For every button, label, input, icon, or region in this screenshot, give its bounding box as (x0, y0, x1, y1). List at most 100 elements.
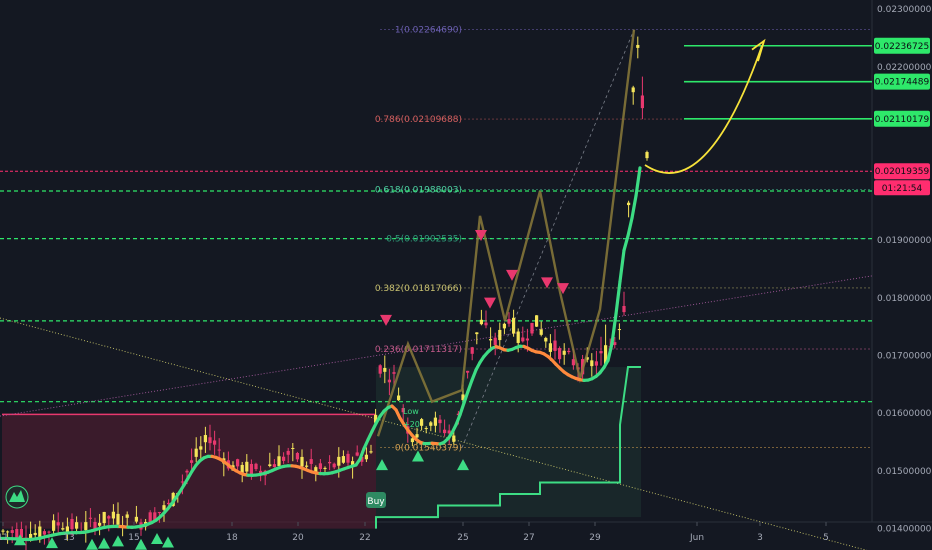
sell-signal-marker (557, 283, 569, 295)
candle-body (185, 470, 189, 473)
candle-body (420, 419, 424, 426)
candle-body (544, 337, 548, 342)
candle-body (194, 448, 198, 457)
candle-body (378, 365, 382, 374)
x-axis-tick-label: 29 (589, 533, 601, 543)
price-tag-label: 0.02110179 (875, 115, 930, 125)
candle-body (622, 305, 626, 313)
candle-body (157, 512, 161, 514)
candle-body (328, 461, 332, 464)
candle-body (102, 511, 106, 524)
moving-average-segment (462, 389, 470, 405)
candle-body (277, 456, 281, 466)
candle-body (162, 505, 166, 510)
sell-signal-marker (506, 269, 518, 281)
candle-body (521, 337, 525, 342)
candle-body (562, 350, 566, 355)
candle-body (272, 464, 276, 468)
x-axis-tick-label: 27 (523, 533, 534, 543)
candle-body (461, 394, 465, 401)
candle-body (553, 340, 557, 351)
candle-body (364, 454, 368, 460)
buy-badge[interactable] (366, 492, 386, 508)
candle-body (401, 408, 405, 413)
candle-body (516, 331, 520, 343)
candle-body (282, 456, 286, 461)
candle-body (443, 429, 447, 434)
candle-body (93, 521, 97, 531)
candle-body (475, 332, 479, 335)
y-axis-tick-label: 0.01600000 (877, 409, 932, 419)
moving-average-segment (606, 341, 614, 363)
candle-body (245, 461, 249, 472)
projection-arrowhead (751, 38, 766, 62)
candle-body (571, 359, 575, 366)
y-axis-tick-label: 0.02300000 (877, 5, 932, 15)
buy-signal-marker (14, 534, 26, 546)
price-tag (874, 73, 930, 90)
x-axis-tick-label: 3 (757, 533, 763, 543)
candle-body (337, 456, 341, 466)
price-tag (874, 163, 930, 180)
buy-signal-marker (86, 538, 98, 550)
moving-average-segment (634, 166, 642, 198)
candle-body (341, 456, 345, 463)
price-tag (874, 37, 930, 54)
x-axis-tick-label: 20 (292, 533, 304, 543)
candle-body (125, 514, 129, 518)
plus-annotation: +20 (403, 420, 420, 429)
y-axis-tick-label: 0.02200000 (877, 63, 932, 73)
candle-body (585, 357, 589, 360)
candle-body (438, 419, 442, 424)
candle-body (387, 379, 391, 383)
candle-body (548, 343, 552, 352)
x-axis-tick-label: 25 (457, 533, 468, 543)
price-tag-label: 0.02174489 (875, 78, 930, 88)
candle-body (98, 522, 102, 526)
candle-body (56, 522, 60, 526)
candle-body (383, 367, 387, 372)
moving-average-segment (466, 378, 474, 393)
candle-body (203, 435, 207, 443)
candle-body (613, 342, 617, 345)
candle-body (240, 464, 244, 473)
candle-body (19, 528, 23, 538)
fib-level-label: 0.236(0.01711317) (375, 345, 462, 355)
y-axis-tick-label: 0.01800000 (877, 294, 932, 304)
buy-signal-marker (412, 450, 424, 462)
candle-body (636, 44, 640, 48)
buy-signal-marker (46, 537, 58, 549)
countdown-tag (874, 180, 930, 196)
candle-body (15, 528, 19, 539)
low-annotation: Low (403, 407, 419, 416)
candle-body (70, 518, 74, 530)
candle-body (599, 351, 603, 354)
candle-body (107, 516, 111, 519)
candle-body (346, 453, 350, 463)
candle-body (116, 513, 120, 525)
candle-body (323, 467, 327, 469)
candle-body (392, 372, 396, 374)
candle-body (594, 361, 598, 366)
moving-average-segment (618, 248, 626, 284)
candle-body (180, 481, 184, 483)
candle-body (470, 347, 474, 354)
moving-average-segment (454, 413, 462, 427)
buy-signal-marker (98, 537, 110, 549)
candle-body (351, 461, 355, 466)
candle-body (415, 434, 419, 438)
candle-body (525, 338, 529, 341)
candle-body (374, 414, 378, 423)
descending-trendline (0, 317, 868, 550)
fib-level-label: 0.618(0.01988003) (375, 185, 462, 195)
x-axis-tick-label: 13 (63, 533, 74, 543)
candle-body (52, 520, 56, 531)
candle-body (42, 531, 46, 535)
y-axis-tick-label: 0.01500000 (877, 467, 932, 477)
candle-body (530, 323, 534, 334)
moving-average-segment (622, 234, 630, 252)
buy-signal-marker (457, 459, 469, 471)
y-axis-tick-label: 0.01700000 (877, 352, 932, 362)
